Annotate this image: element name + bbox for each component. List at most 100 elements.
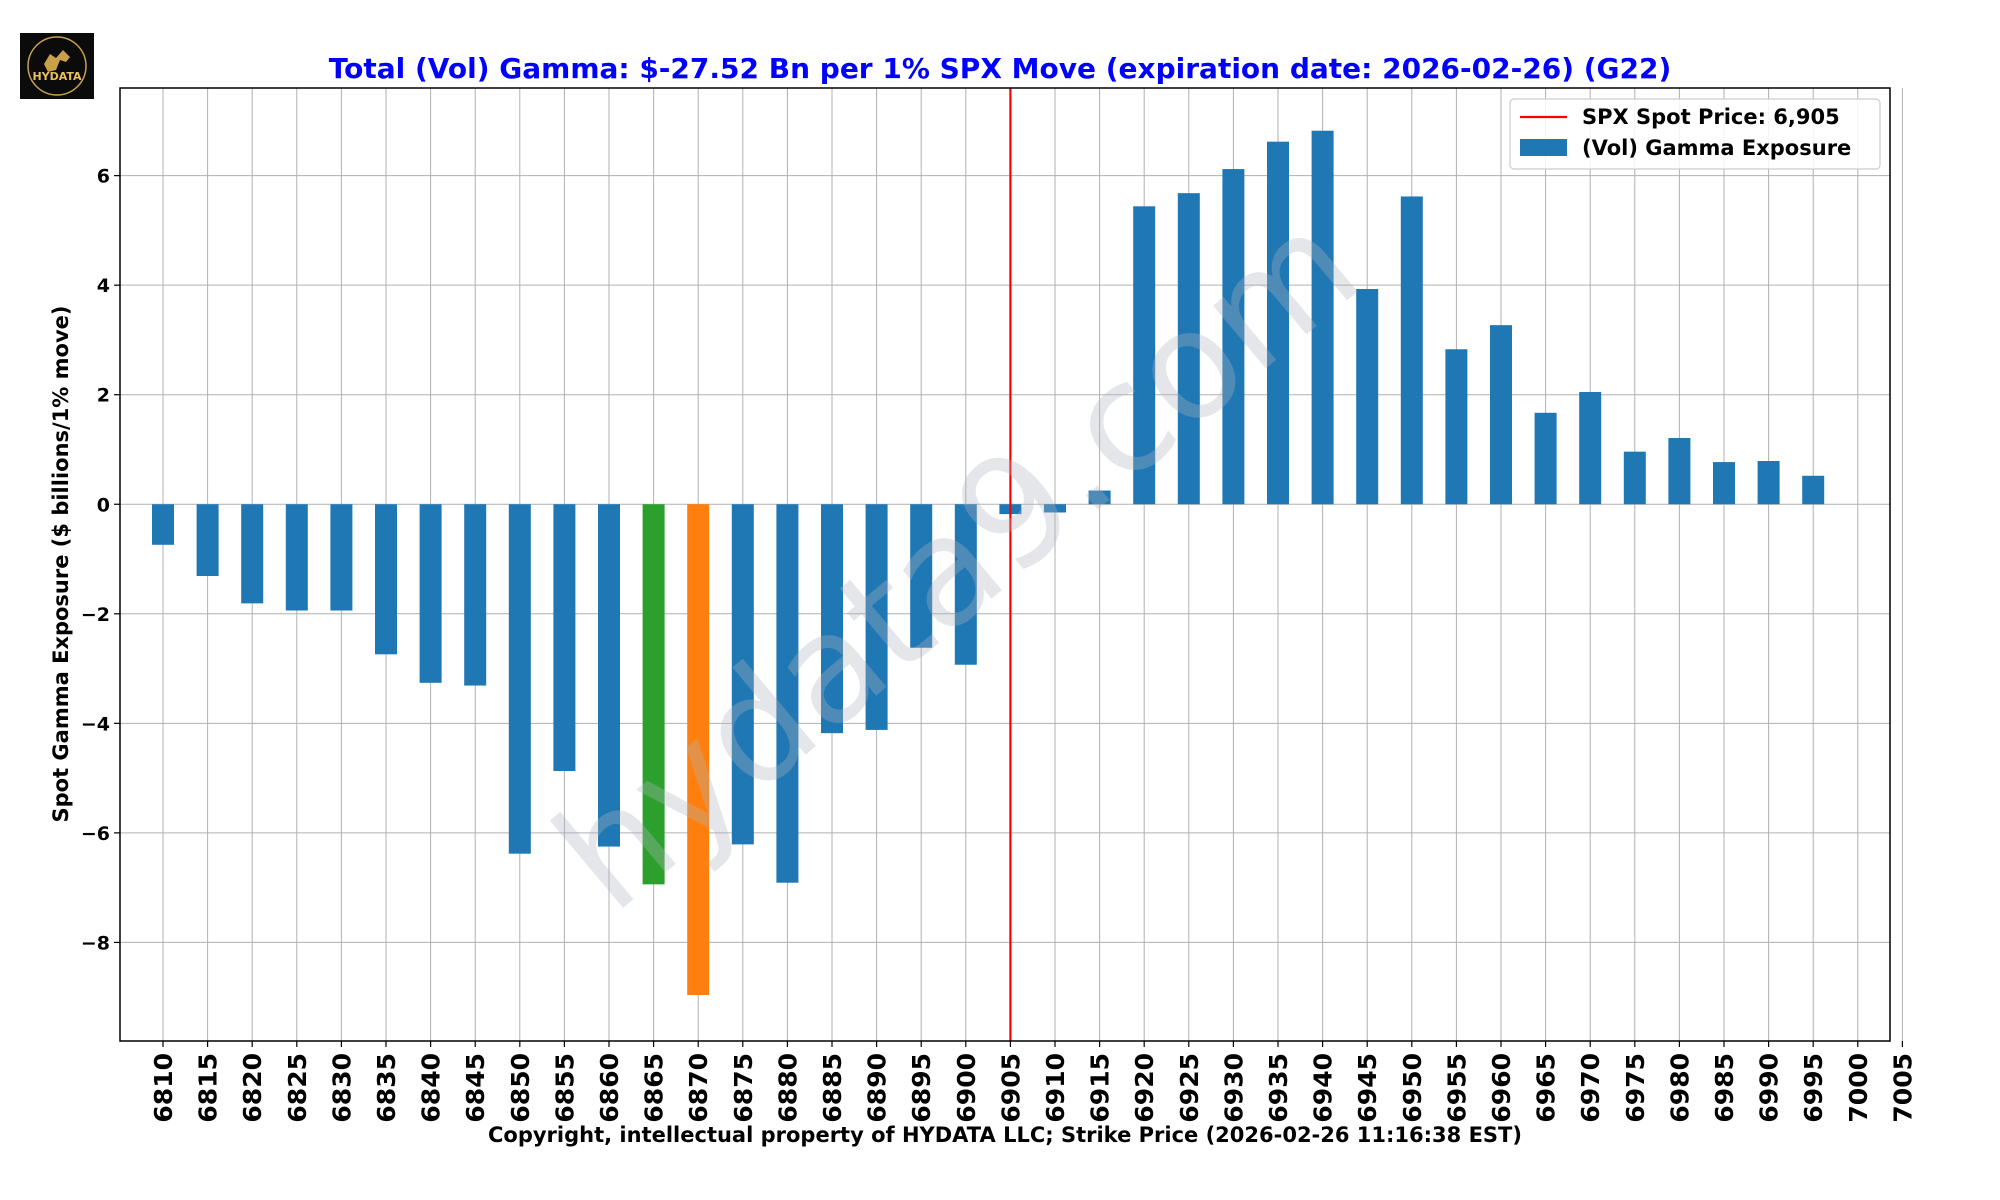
bar-6885	[821, 504, 843, 734]
bar-6825	[285, 504, 308, 611]
bar-6810	[152, 504, 174, 545]
legend-spot-label: SPX Spot Price: 6,905	[1582, 105, 1840, 129]
x-tick-label: 6880	[773, 1053, 802, 1123]
bar-6855	[553, 504, 576, 771]
bar-6835	[375, 504, 397, 655]
bar-6995	[1802, 475, 1825, 505]
bar-6890	[865, 504, 888, 730]
bar-6895	[910, 504, 933, 648]
x-tick-label: 6940	[1309, 1053, 1338, 1123]
x-tick-label: 6910	[1041, 1053, 1070, 1123]
x-tick-label: 6900	[952, 1053, 981, 1123]
x-tick-label: 6810	[149, 1053, 178, 1123]
x-tick-label: 6970	[1576, 1053, 1605, 1123]
bar-6830	[330, 504, 353, 611]
hydata-logo: HYDATA	[20, 33, 94, 99]
bar-6925	[1177, 193, 1200, 505]
bar-6935	[1267, 141, 1289, 505]
x-tick-label: 6980	[1665, 1053, 1694, 1123]
bar-6910	[1044, 504, 1066, 513]
bar-6820	[241, 504, 264, 604]
legend-box	[1509, 98, 1881, 170]
x-tick-label: 6915	[1086, 1053, 1115, 1123]
bar-6845	[464, 504, 487, 686]
y-tick-label: 2	[97, 385, 110, 407]
y-tick-label: −4	[81, 713, 110, 735]
x-tick-label: 6885	[818, 1053, 847, 1123]
bar-6880	[776, 504, 799, 883]
bar-6865	[642, 504, 665, 885]
y-tick-label: −2	[81, 604, 110, 626]
x-axis-label: Copyright, intellectual property of HYDA…	[488, 1123, 1522, 1147]
bars	[152, 130, 1825, 995]
x-tick-label: 6820	[238, 1053, 267, 1123]
x-tick-label: 6830	[327, 1053, 356, 1123]
x-axis: 6810 6815 6820 6825 6830 6835 6840 6845 6850 6855…	[149, 1041, 1917, 1123]
x-tick-label: 6870	[684, 1053, 713, 1123]
x-tick-label: 6835	[372, 1053, 401, 1123]
bar-6875	[731, 504, 754, 845]
bar-6920	[1133, 206, 1156, 505]
x-tick-label: 6995	[1799, 1053, 1828, 1123]
x-tick-label: 6855	[550, 1053, 579, 1123]
y-tick-label: −8	[81, 932, 110, 954]
x-tick-label: 6975	[1621, 1053, 1650, 1123]
legend: SPX Spot Price: 6,905 (Vol) Gamma Exposu…	[1509, 98, 1881, 170]
x-tick-label: 6825	[283, 1053, 312, 1123]
x-tick-label: 6895	[907, 1053, 936, 1123]
bar-6965	[1534, 412, 1557, 505]
x-tick-label: 6890	[863, 1053, 892, 1123]
x-tick-label: 6905	[996, 1053, 1025, 1123]
legend-gamma-label: (Vol) Gamma Exposure	[1582, 136, 1851, 160]
bar-6940	[1311, 130, 1334, 505]
bar-6970	[1579, 391, 1602, 505]
bar-6985	[1713, 462, 1735, 505]
x-tick-label: 6860	[595, 1053, 624, 1123]
x-tick-label: 6920	[1130, 1053, 1159, 1123]
y-axis-label: Spot Gamma Exposure ($ billions/1% move)	[49, 306, 73, 823]
x-tick-label: 6850	[506, 1053, 535, 1123]
chart-title: Total (Vol) Gamma: $-27.52 Bn per 1% SPX…	[329, 52, 1672, 85]
x-tick-label: 6930	[1219, 1053, 1248, 1123]
bar-6915	[1088, 490, 1111, 505]
bar-6870	[687, 504, 710, 995]
bar-6950	[1400, 196, 1423, 505]
legend-gamma-swatch	[1520, 139, 1567, 156]
y-tick-label: 4	[97, 275, 110, 297]
x-tick-label: 6865	[640, 1053, 669, 1123]
bar-6960	[1490, 325, 1512, 505]
x-tick-label: 6875	[729, 1053, 758, 1123]
x-tick-label: 6955	[1442, 1053, 1471, 1123]
x-tick-label: 6945	[1353, 1053, 1382, 1123]
bar-6850	[508, 504, 531, 854]
x-tick-label: 6845	[461, 1053, 490, 1123]
bar-6975	[1623, 451, 1646, 505]
bar-6980	[1668, 437, 1691, 505]
y-tick-label: 0	[97, 494, 110, 516]
bar-6945	[1356, 289, 1379, 505]
bar-6990	[1757, 460, 1780, 505]
y-tick-label: 6	[97, 166, 110, 188]
bar-6930	[1222, 169, 1245, 505]
x-tick-label: 7005	[1888, 1053, 1917, 1123]
y-axis: −8 −6 −4 −2 0 2 4 6	[81, 166, 120, 954]
x-tick-label: 6840	[417, 1053, 446, 1123]
x-tick-label: 7000	[1844, 1053, 1873, 1123]
y-tick-label: −6	[81, 823, 110, 845]
x-tick-label: 6815	[194, 1053, 223, 1123]
x-tick-label: 6985	[1710, 1053, 1739, 1123]
logo-text: HYDATA	[32, 70, 82, 83]
x-tick-label: 6925	[1175, 1053, 1204, 1123]
x-tick-label: 6935	[1264, 1053, 1293, 1123]
x-tick-label: 6960	[1487, 1053, 1516, 1123]
bar-6955	[1445, 349, 1468, 505]
bar-6900	[954, 504, 977, 665]
bar-6860	[598, 504, 620, 847]
bar-6815	[196, 504, 219, 577]
bar-6840	[419, 504, 442, 683]
x-tick-label: 6990	[1755, 1053, 1784, 1123]
bull-icon	[44, 50, 70, 72]
plot-frame	[119, 87, 1891, 1042]
x-tick-label: 6950	[1398, 1053, 1427, 1123]
